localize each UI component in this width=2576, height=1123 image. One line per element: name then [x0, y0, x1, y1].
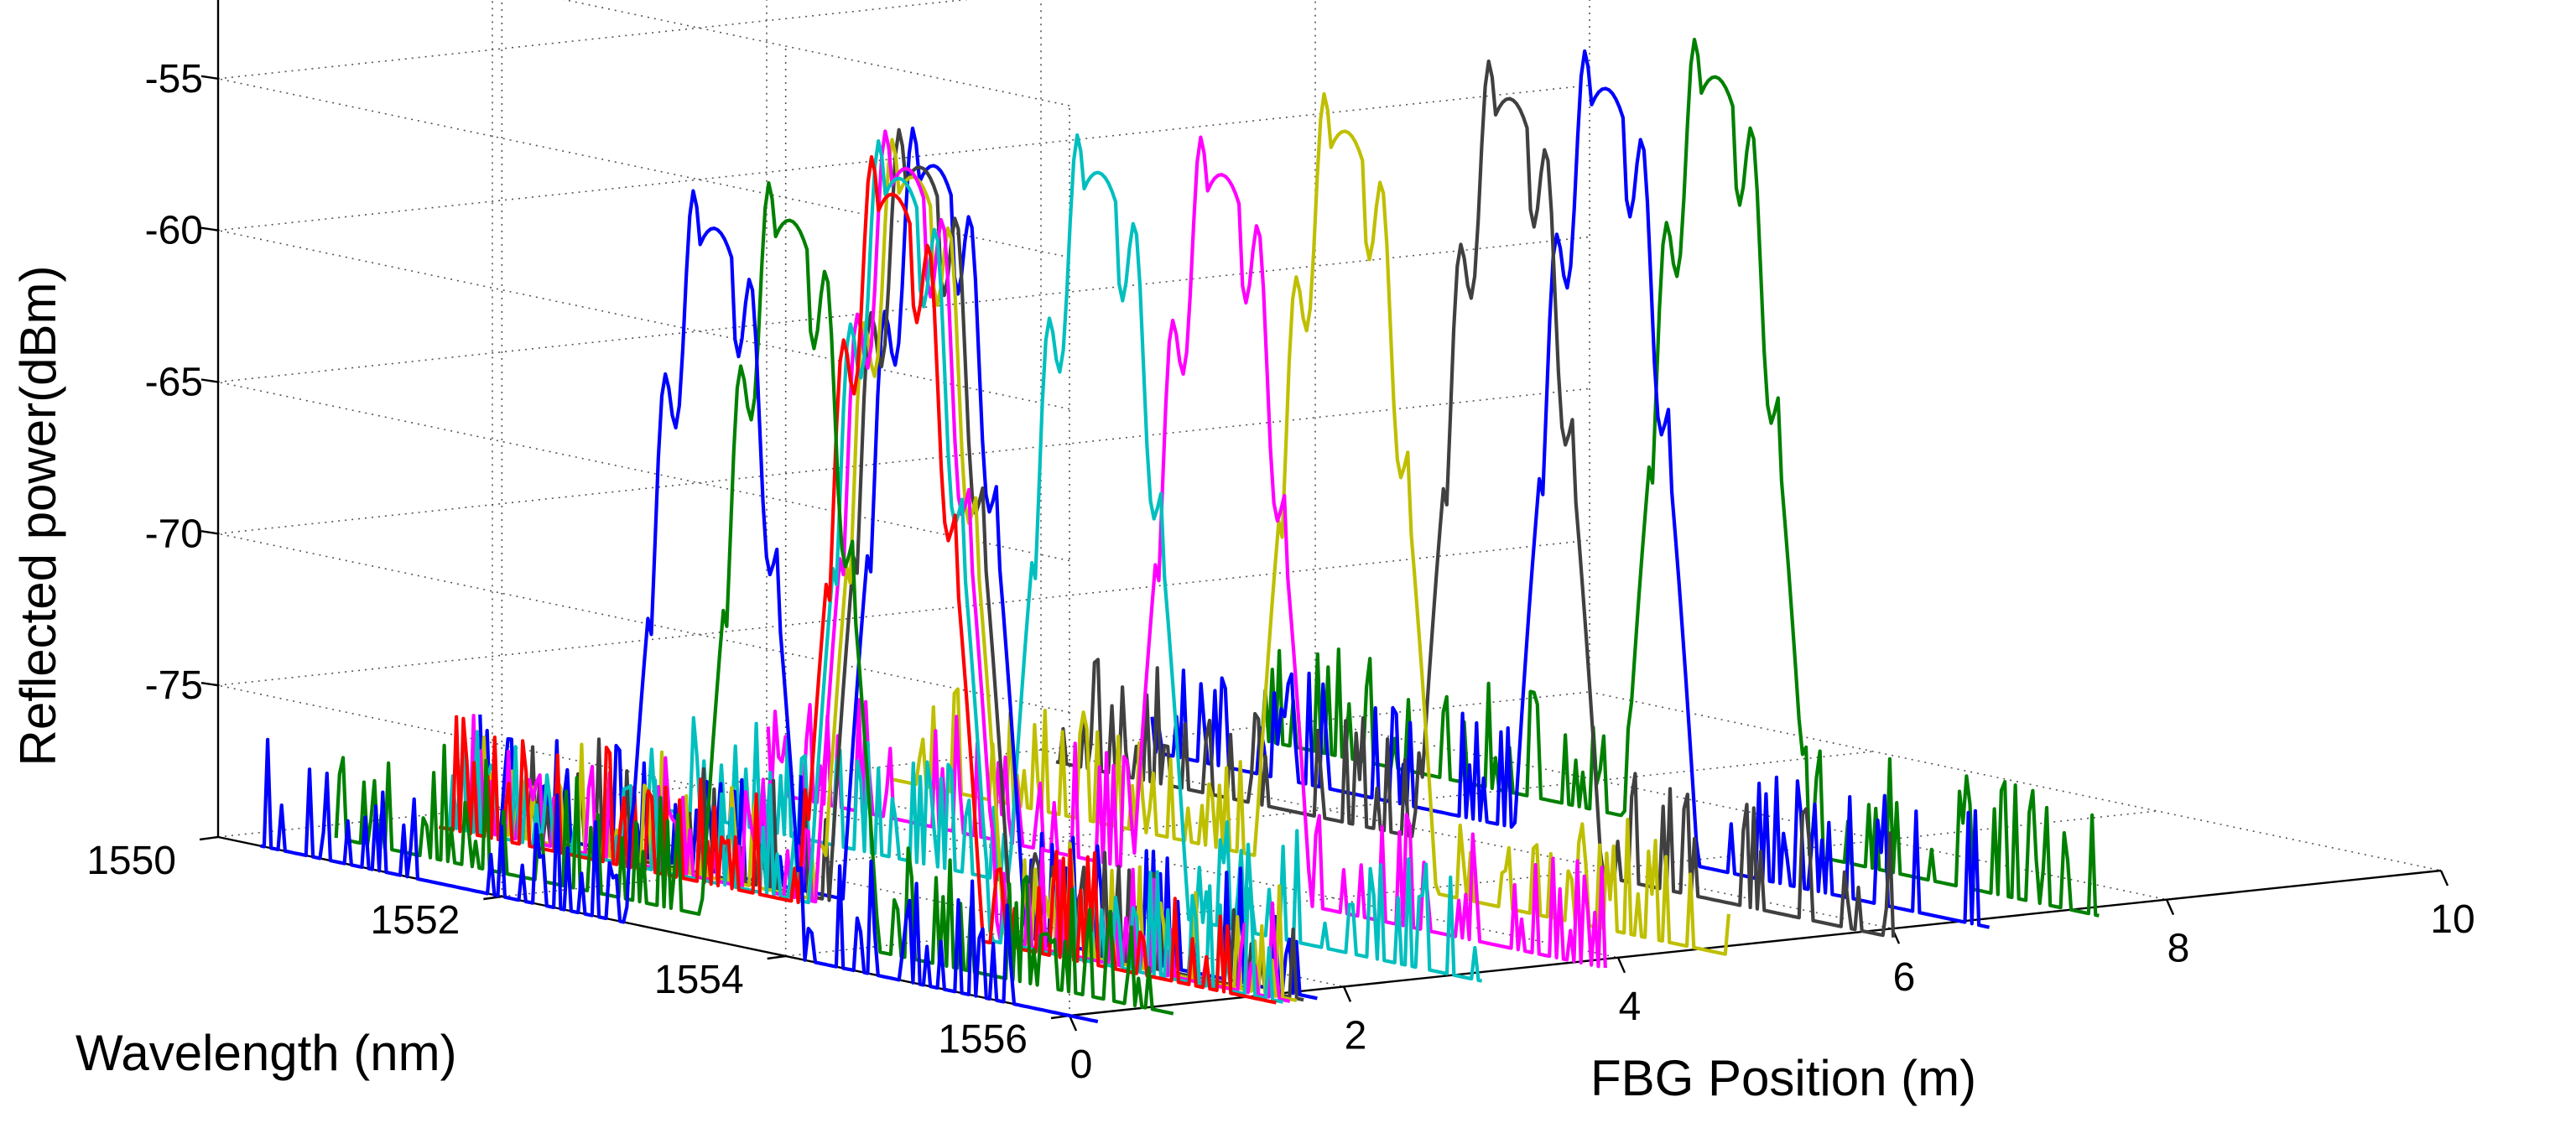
- x-tick-label: 2: [1345, 1013, 1367, 1058]
- z-tick-label: -55: [145, 57, 203, 101]
- grid-line-back-z: [217, 539, 1590, 686]
- x-axis-title: FBG Position (m): [1590, 1050, 1976, 1106]
- grid-line-floor-x: [492, 807, 1345, 988]
- z-tick-mark: [200, 226, 219, 231]
- z-tick-label: -65: [145, 361, 203, 405]
- labels-layer: Reflected power(dBm) Wavelength (nm) FBG…: [10, 57, 2475, 1106]
- spectrum-trace: [478, 126, 1318, 1001]
- spectrum-trace: [766, 135, 1607, 969]
- spectrum-trace: [334, 181, 1174, 1016]
- grid-line-floor-x: [1589, 691, 2442, 871]
- grid-line-left-z: [217, 229, 1070, 410]
- y-axis-title: Wavelength (nm): [75, 1025, 457, 1081]
- grid-line-left-z: [217, 684, 1070, 865]
- grid-layer: [217, 0, 2442, 1016]
- y-tick-label: 1552: [371, 898, 461, 943]
- x-tick-mark: [2165, 899, 2175, 916]
- spectrum-trace: [1150, 49, 1991, 929]
- grid-line-left-z: [562, 0, 1070, 107]
- y-tick-mark: [767, 954, 786, 960]
- x-tick-label: 8: [2167, 927, 2190, 971]
- grid-line-floor-x: [1314, 720, 2167, 901]
- y-tick-mark: [483, 895, 502, 901]
- spectrum-trace: [445, 139, 1283, 1004]
- y-tick-label: 1556: [938, 1017, 1028, 1062]
- z-tick-label: -75: [145, 663, 203, 708]
- y-tick-label: 1554: [654, 958, 744, 1002]
- x-tick-label: 4: [1619, 985, 1642, 1029]
- traces-layer: [260, 38, 2100, 1024]
- spectrum-trace: [459, 138, 1298, 1003]
- z-tick-mark: [200, 530, 219, 535]
- z-axis-title: Reflected power(dBm): [10, 266, 66, 767]
- x-tick-mark: [2439, 870, 2449, 886]
- x-tick-label: 10: [2430, 897, 2475, 942]
- spectrum-trace: [644, 133, 1483, 983]
- x-tick-label: 0: [1070, 1042, 1093, 1087]
- z-tick-mark: [200, 681, 219, 687]
- x-tick-mark: [1342, 985, 1352, 1002]
- y-tick-mark: [199, 835, 219, 841]
- spectrum-trace: [1055, 59, 1896, 938]
- spectrum-trace: [260, 189, 1099, 1024]
- grid-line-back-z: [217, 0, 969, 80]
- z-tick-mark: [200, 75, 219, 81]
- y-tick-label: 1550: [86, 839, 176, 883]
- z-tick-mark: [200, 378, 219, 383]
- z-tick-label: -70: [145, 512, 203, 556]
- x-tick-label: 6: [1893, 955, 1916, 1000]
- grid-line-back-z: [217, 387, 1590, 535]
- grid-line-left-z: [217, 381, 1070, 562]
- grid-line-floor-x: [766, 778, 1619, 959]
- x-tick-mark: [1616, 957, 1626, 974]
- z-tick-label: -60: [145, 209, 203, 253]
- x-tick-mark: [1068, 1015, 1078, 1032]
- grid-line-left-z: [217, 533, 1070, 714]
- grid-line-left-z: [217, 78, 1070, 258]
